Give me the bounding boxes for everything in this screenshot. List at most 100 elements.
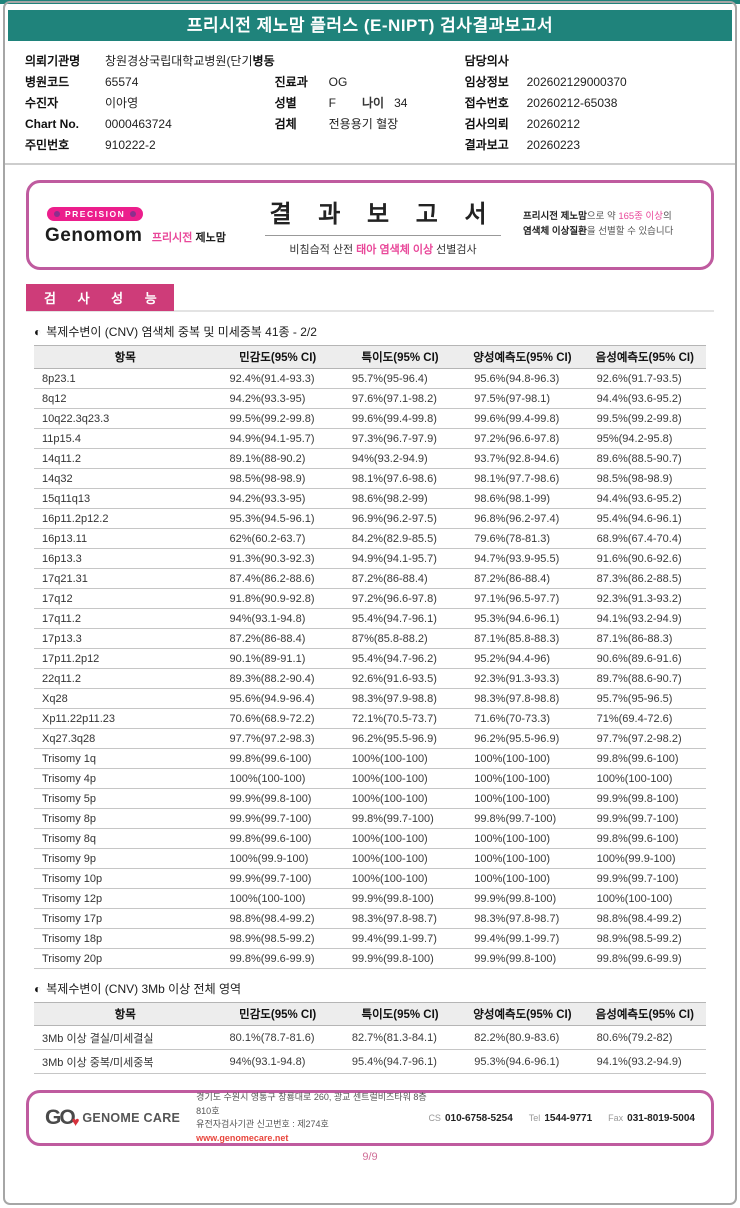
result-report-title-block: 결 과 보 고 서 비침습적 산전 태아 염색체 이상 선별검사 — [243, 194, 523, 257]
table-cell: 99.4%(99.1-99.7) — [338, 928, 462, 949]
table-cell: 99.9%(99.8-100) — [216, 788, 339, 809]
table-cell: 98.6%(98.2-99) — [338, 488, 462, 509]
column-header: 음성예측도(95% CI) — [583, 1002, 706, 1026]
table-row: 22q11.2 89.3%(88.2-90.4) 92.6%(91.6-93.5) 9… — [34, 668, 706, 689]
tel-label: Tel — [528, 1112, 541, 1123]
note-pink: 165종 이상 — [618, 211, 664, 223]
table-cell: 94.4%(93.6-95.2) — [583, 388, 706, 409]
table-cell: 91.6%(90.6-92.6) — [583, 548, 706, 569]
table-cell: 95.4%(94.7-96.1) — [338, 608, 462, 629]
table-cell: 80.6%(79.2-82) — [583, 1025, 706, 1050]
table-cell: 99.9%(99.8-100) — [461, 948, 584, 969]
patient-info-section: 의뢰기관명 창원경상국립대학교병원(단기 병동 병원코드 65574 수진자 이… — [5, 41, 735, 165]
table-cell: 99.9%(99.7-100) — [216, 868, 339, 889]
field-value: 이아영 — [105, 96, 139, 110]
table-cell: 95.6%(94.9-96.4) — [216, 688, 339, 709]
field-value: 910222-2 — [105, 137, 156, 152]
table-cell: Xp11.22p11.23 — [34, 708, 217, 729]
field-label-age: 나이 — [361, 96, 385, 110]
table-cell: 91.8%(90.9-92.8) — [216, 588, 339, 609]
column-header: 특이도(95% CI) — [338, 345, 462, 369]
table-cell: 100%(100-100) — [216, 768, 339, 789]
website-link[interactable]: www.genomecare.net — [196, 1132, 289, 1143]
page-number: 9/9 — [362, 1151, 378, 1163]
table-cell: Trisomy 20p — [34, 948, 217, 969]
table-cell: 100%(100-100) — [461, 768, 584, 789]
info-row-chart-no: Chart No. 0000463724 — [25, 113, 275, 134]
table-cell: 94.9%(94.1-95.7) — [216, 428, 339, 449]
table-cell: Trisomy 12p — [34, 888, 217, 909]
table-cell: 8q12 — [34, 388, 217, 409]
table-cell: 94.7%(93.9-95.5) — [461, 548, 584, 569]
table-row: 17q21.31 87.4%(86.2-88.6) 87.2%(86-88.4) 87… — [34, 568, 706, 589]
table-row: 16p11.2p12.2 95.3%(94.5-96.1) 96.9%(96.2-9… — [34, 508, 706, 529]
table-cell: 98.9%(98.5-99.2) — [216, 928, 339, 949]
table-cell: Trisomy 10p — [34, 868, 217, 889]
performance-badge: 검 사 성 능 — [26, 284, 174, 311]
fax-contact: Fax 031-8019-5004 — [608, 1113, 695, 1124]
table-cell: 91.3%(90.3-92.3) — [216, 548, 339, 569]
table-cell: 95.2%(94.4-96) — [461, 648, 584, 669]
table-cell: 100%(100-100) — [338, 748, 462, 769]
column-header: 음성예측도(95% CI) — [583, 345, 706, 369]
table-row: 10q22.3q23.3 99.5%(99.2-99.8) 99.6%(99.4-9… — [34, 408, 706, 429]
table-cell: 96.8%(96.2-97.4) — [461, 508, 584, 529]
table-cell: 99.5%(99.2-99.8) — [216, 408, 339, 429]
table-row: 16p13.3 91.3%(90.3-92.3) 94.9%(94.1-95.7) 9… — [34, 548, 706, 569]
genome-care-mark: GO♥ — [45, 1106, 79, 1129]
info-row-receipt-no: 접수번호 20260212-65038 — [465, 92, 715, 113]
table-cell: 92.3%(91.3-93.3) — [461, 668, 584, 689]
top-accent-strip — [0, 0, 740, 4]
table-cell: 95.7%(95-96.5) — [583, 688, 706, 709]
info-row-hospital-code: 병원코드 65574 — [25, 71, 275, 92]
genomom-logo: PRECISION Genomom 프리시전 제노맘 — [45, 204, 243, 247]
table-cell: 22q11.2 — [34, 668, 217, 689]
table-cell: 92.4%(91.4-93.3) — [216, 368, 339, 389]
table-cell: 14q32 — [34, 468, 217, 489]
table-cell: 3Mb 이상 중복/미세중복 — [34, 1049, 217, 1074]
subtitle-post: 선별검사 — [433, 243, 477, 256]
table-cell: 89.6%(88.5-90.7) — [583, 448, 706, 469]
table-cell: Trisomy 18p — [34, 928, 217, 949]
table-cell: 72.1%(70.5-73.7) — [338, 708, 462, 729]
table-cell: 87.1%(86-88.3) — [583, 628, 706, 649]
table-row: Trisomy 17p 98.8%(98.4-99.2) 98.3%(97.8-98… — [34, 908, 706, 929]
table-cell: 95.3%(94.6-96.1) — [461, 608, 584, 629]
table-row: Trisomy 20p 99.8%(99.6-99.9) 99.9%(99.8-10… — [34, 948, 706, 969]
table-row: 17q12 91.8%(90.9-92.8) 97.2%(96.6-97.8) 97.… — [34, 588, 706, 609]
cs-label: CS — [428, 1112, 441, 1123]
table-cell: 100%(100-100) — [583, 768, 706, 789]
screening-note: 프리시전 제노맘으로 약 165종 이상의 염색체 이상질환을 선별할 수 있습… — [523, 210, 695, 239]
table-header-row: 항목 민감도(95% CI) 특이도(95% CI) 양성예측도(95% CI) 음성예… — [34, 1002, 706, 1026]
table-cell: 100%(100-100) — [461, 868, 584, 889]
result-report-title: 결 과 보 고 서 — [265, 194, 501, 236]
column-header: 양성예측도(95% CI) — [461, 345, 584, 369]
table-cell: Trisomy 17p — [34, 908, 217, 929]
table-cell: 94.9%(94.1-95.7) — [338, 548, 462, 569]
fax-label: Fax — [608, 1112, 624, 1123]
table-cell: 95.7%(95-96.4) — [338, 368, 462, 389]
field-label: 결과보고 — [464, 138, 509, 152]
table-cell: 99.6%(99.4-99.8) — [461, 408, 584, 429]
field-value: F — [328, 95, 336, 110]
company-footer: GO♥ GENOME CARE 경기도 수원시 영통구 창룡대로 260, 광교… — [26, 1090, 714, 1146]
table-cell: 87.1%(85.8-88.3) — [461, 628, 584, 649]
table-row: 3Mb 이상 중복/미세중복 94%(93.1-94.8) 95.4%(94.7-9… — [34, 1049, 706, 1074]
table-row: 17p13.3 87.2%(86-88.4) 87%(85.8-88.2) 87.1%… — [34, 628, 706, 649]
cnv-3mb-section-title: ◐ 복제수변이 (CNV) 3Mb 이상 전체 영역 — [34, 980, 706, 997]
table-cell: 100%(100-100) — [461, 848, 584, 869]
table-cell: 68.9%(67.4-70.4) — [583, 528, 706, 549]
table-row: 16p13.11 62%(60.2-63.7) 84.2%(82.9-85.5) 79… — [34, 528, 706, 549]
table-cell: 16p13.3 — [34, 548, 217, 569]
brand-kr-pink: 프리시전 — [151, 231, 193, 244]
table-cell: 99.9%(99.7-100) — [216, 808, 339, 829]
table-cell: 94%(93.2-94.9) — [338, 448, 462, 469]
column-header: 항목 — [34, 1002, 217, 1026]
table-row: Xp11.22p11.23 70.6%(68.9-72.2) 72.1%(70.5-… — [34, 708, 706, 729]
table-cell: 11p15.4 — [34, 428, 217, 449]
field-label: 의뢰기관명 — [25, 54, 81, 68]
table-cell: 94.4%(93.6-95.2) — [583, 488, 706, 509]
table-cell: 97.3%(96.7-97.9) — [338, 428, 462, 449]
subtitle-pink: 태아 염색체 이상 — [356, 243, 434, 256]
table-cell: 98.3%(97.8-98.7) — [338, 908, 462, 929]
